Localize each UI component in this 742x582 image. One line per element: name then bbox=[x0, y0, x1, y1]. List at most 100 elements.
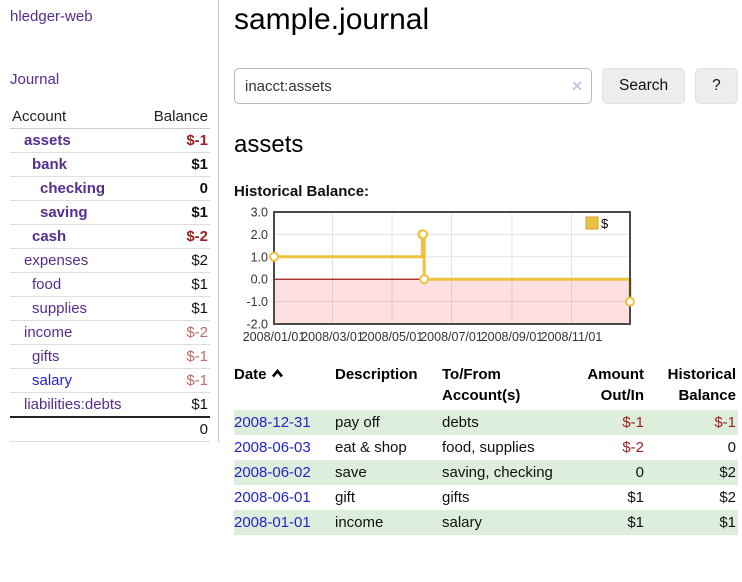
account-name-cell: bank bbox=[10, 152, 143, 177]
transaction-amount: $1 bbox=[627, 489, 644, 506]
register-date-cell: 2008-01-01 bbox=[234, 510, 335, 535]
transaction-accounts: saving, checking bbox=[442, 464, 553, 481]
account-balance: $1 bbox=[142, 296, 210, 321]
account-link[interactable]: gifts bbox=[32, 348, 60, 365]
account-row: expenses $2 bbox=[10, 248, 210, 273]
transaction-accounts: gifts bbox=[442, 489, 470, 506]
register-header-date-label: Date bbox=[234, 366, 267, 383]
transaction-amount: 0 bbox=[635, 464, 644, 481]
register-header-balance: Historical Balance bbox=[646, 362, 738, 410]
account-link[interactable]: saving bbox=[40, 204, 88, 221]
y-axis-label: 2.0 bbox=[251, 228, 268, 242]
search-box: ✕ bbox=[234, 68, 592, 104]
journal-nav-link[interactable]: Journal bbox=[10, 71, 60, 88]
account-row: gifts $-1 bbox=[10, 344, 210, 369]
register-row: 2008-01-01 income salary $1 $1 bbox=[234, 510, 738, 535]
transaction-balance: $2 bbox=[719, 489, 736, 506]
account-name-cell: food bbox=[10, 272, 143, 297]
account-heading: assets bbox=[234, 131, 304, 158]
account-row: assets $-1 bbox=[10, 128, 210, 153]
accounts-header-balance: Balance bbox=[142, 105, 210, 129]
account-link[interactable]: supplies bbox=[32, 300, 88, 317]
register-header-date: Date bbox=[234, 362, 335, 410]
app-root: hledger-web Journal Account Balance asse… bbox=[10, 0, 742, 535]
account-row: cash $-2 bbox=[10, 224, 210, 249]
accounts-total-spacer bbox=[10, 416, 143, 442]
transaction-date-link[interactable]: 2008-06-02 bbox=[234, 464, 311, 481]
transaction-description: gift bbox=[335, 489, 356, 506]
account-row: income $-2 bbox=[10, 320, 210, 345]
account-balance: $2 bbox=[142, 248, 210, 273]
page-title: sample.journal bbox=[234, 3, 430, 36]
transaction-accounts: food, supplies bbox=[442, 439, 535, 456]
clear-search-icon[interactable]: ✕ bbox=[571, 78, 583, 94]
chart-title: Historical Balance: bbox=[234, 183, 370, 200]
transaction-description: save bbox=[335, 464, 367, 481]
register-header-accounts: To/From Account(s) bbox=[442, 362, 564, 410]
account-name-cell: supplies bbox=[10, 296, 143, 321]
transaction-date-link[interactable]: 2008-06-01 bbox=[234, 489, 311, 506]
account-link[interactable]: checking bbox=[40, 180, 106, 197]
register-header-row: Date Description To/From Account(s) Amou… bbox=[234, 362, 738, 410]
account-row: food $1 bbox=[10, 272, 210, 297]
account-link[interactable]: assets bbox=[24, 132, 71, 149]
search-button[interactable]: Search bbox=[602, 68, 686, 104]
account-link[interactable]: liabilities:debts bbox=[24, 396, 122, 413]
main-content: sample.journal ✕ Search ? assets Histori… bbox=[219, 0, 742, 535]
register-date-cell: 2008-06-01 bbox=[234, 485, 335, 510]
account-balance: $1 bbox=[191, 396, 208, 413]
account-balance: $-2 bbox=[142, 224, 210, 249]
register-header-amount: Amount Out/In bbox=[564, 362, 646, 410]
x-axis-label: 2008/01/01 bbox=[243, 330, 306, 344]
account-row: bank $1 bbox=[10, 152, 210, 177]
transaction-date-link[interactable]: 2008-01-01 bbox=[234, 514, 311, 531]
register-header-accounts-label: To/From Account(s) bbox=[442, 366, 521, 404]
account-link[interactable]: cash bbox=[32, 228, 67, 245]
account-name-cell: cash bbox=[10, 224, 143, 249]
account-link[interactable]: expenses bbox=[24, 252, 89, 269]
account-link[interactable]: food bbox=[32, 276, 62, 293]
accounts-table: Account Balance assets $-1 bank $1 checking 0… bbox=[10, 105, 210, 442]
register-row: 2008-06-01 gift gifts $1 $2 bbox=[234, 485, 738, 510]
account-name-cell: income bbox=[10, 320, 143, 345]
y-axis-label: -1.0 bbox=[246, 295, 268, 309]
register-header-description: Description bbox=[335, 362, 442, 410]
register-date-cell: 2008-06-03 bbox=[234, 435, 335, 460]
y-axis-label: 1.0 bbox=[251, 250, 268, 264]
account-link[interactable]: bank bbox=[32, 156, 68, 173]
account-row: supplies $1 bbox=[10, 296, 210, 321]
account-name-cell: assets bbox=[10, 128, 143, 153]
accounts-total-value: 0 bbox=[142, 416, 210, 442]
account-link[interactable]: income bbox=[24, 324, 73, 341]
accounts-header-account: Account bbox=[10, 105, 143, 129]
register-date-cell: 2008-06-02 bbox=[234, 460, 335, 485]
negative-region-fill bbox=[275, 279, 629, 324]
account-name-cell: saving bbox=[10, 200, 143, 225]
sidebar-nav: Journal bbox=[10, 71, 210, 88]
transaction-date-link[interactable]: 2008-12-31 bbox=[234, 414, 311, 431]
account-link[interactable]: salary bbox=[32, 372, 73, 389]
accounts-total-row: 0 bbox=[10, 416, 210, 442]
search-input[interactable] bbox=[234, 68, 592, 104]
account-row: checking 0 bbox=[10, 176, 210, 201]
transaction-balance: $1 bbox=[719, 514, 736, 531]
register-table: Date Description To/From Account(s) Amou… bbox=[234, 362, 738, 535]
account-balance: $-2 bbox=[142, 320, 210, 345]
register-header-balance-label: Historical Balance bbox=[667, 366, 736, 404]
transaction-balance: 0 bbox=[727, 439, 736, 456]
account-balance: $1 bbox=[142, 152, 210, 177]
data-point-marker bbox=[269, 251, 279, 262]
account-row: liabilities:debts $1 bbox=[10, 393, 210, 418]
register-row: 2008-12-31 pay off debts $-1 $-1 bbox=[234, 410, 738, 435]
legend-swatch bbox=[585, 216, 599, 230]
help-button[interactable]: ? bbox=[695, 68, 738, 104]
transaction-date-link[interactable]: 2008-06-03 bbox=[234, 439, 311, 456]
transaction-description: income bbox=[335, 514, 384, 531]
y-axis-label: 0.0 bbox=[251, 273, 268, 287]
transaction-accounts: debts bbox=[442, 414, 479, 431]
transaction-balance: $-1 bbox=[714, 414, 736, 431]
account-row: saving $1 bbox=[10, 200, 210, 225]
account-balance: $-1 bbox=[142, 368, 210, 393]
register-row: 2008-06-02 save saving, checking 0 $2 bbox=[234, 460, 738, 485]
app-title-link[interactable]: hledger-web bbox=[10, 8, 93, 25]
